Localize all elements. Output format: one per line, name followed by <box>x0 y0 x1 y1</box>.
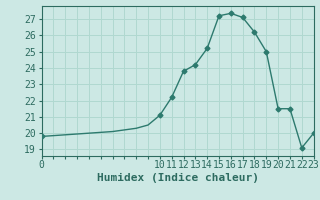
X-axis label: Humidex (Indice chaleur): Humidex (Indice chaleur) <box>97 173 259 183</box>
